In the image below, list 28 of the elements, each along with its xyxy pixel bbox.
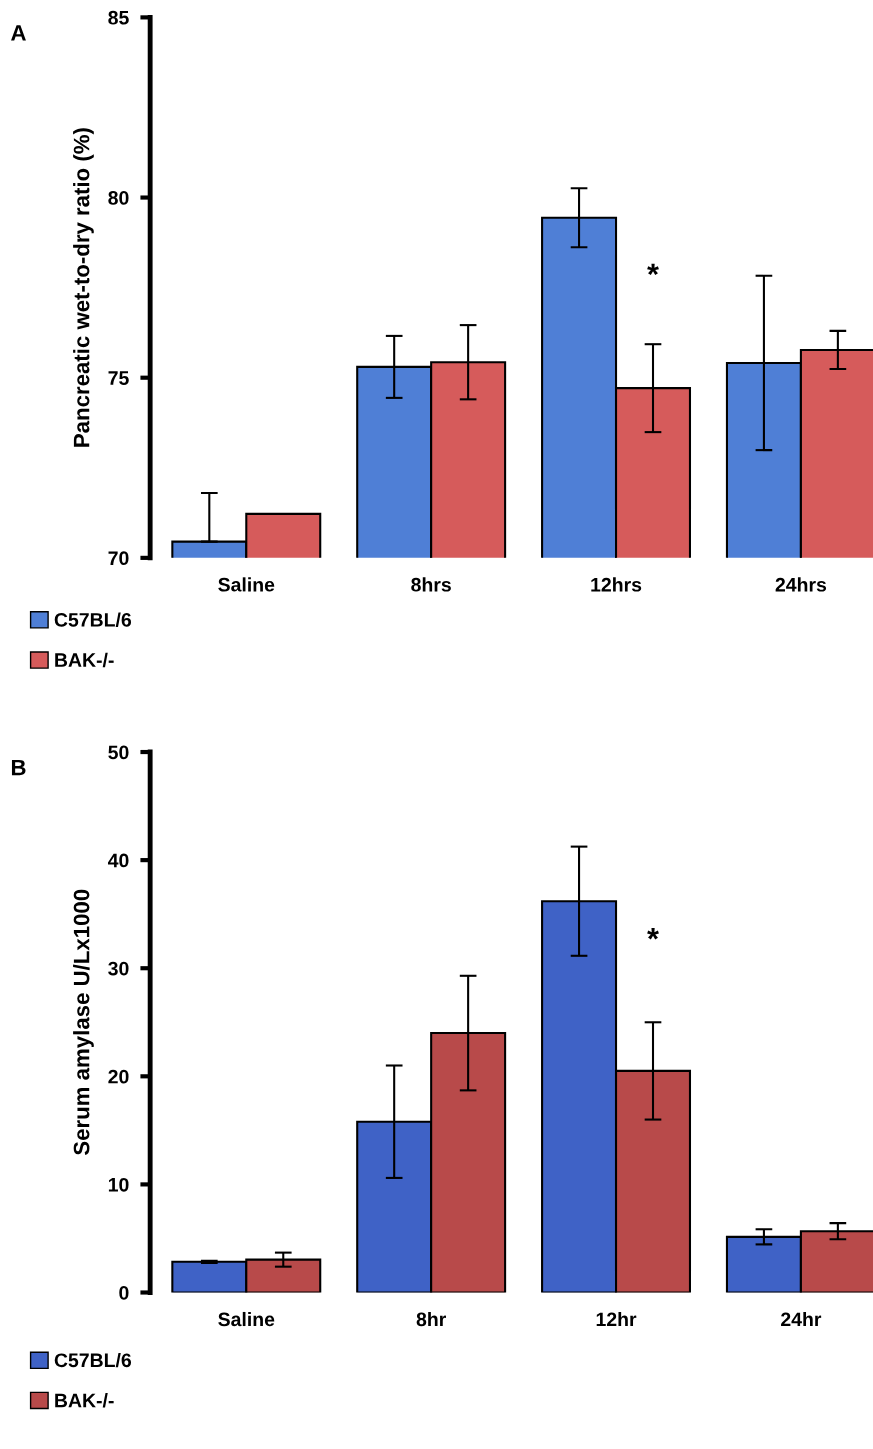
y-tick-label: 0	[119, 1285, 129, 1300]
x-tick-label: Saline	[218, 1311, 275, 1327]
legend-label: C57BL/6	[54, 612, 132, 627]
text: A	[11, 25, 26, 41]
y-axis-title: Pancreatic wet-to-dry ratio (%)	[73, 128, 94, 447]
y-tick-label: 40	[107, 853, 129, 868]
x-tick-label: 12hr	[596, 1311, 637, 1327]
x-tick-label: 24hrs	[775, 577, 827, 592]
y-tick-label: 10	[108, 1177, 129, 1192]
x-tick-label: 12hrs	[591, 577, 642, 592]
legend-label: BAK-/-	[55, 1393, 114, 1408]
y-tick-label: 80	[108, 191, 129, 205]
legend-label: C57BL/6	[54, 1352, 132, 1368]
annotation: *	[647, 928, 659, 940]
y-axis-title: Serum amylase U/Lx1000	[73, 889, 94, 1156]
annotation: *	[647, 263, 659, 276]
y-tick-label: 30	[108, 961, 129, 976]
y-tick-label: 20	[108, 1069, 129, 1084]
y-tick-label: 85	[108, 10, 129, 25]
y-tick-label: 75	[108, 371, 129, 385]
y-tick-label: 50	[108, 745, 129, 760]
text: B	[11, 759, 26, 776]
x-tick-label: 8hr	[416, 1311, 446, 1327]
x-tick-label: Saline	[218, 577, 275, 592]
legend-label: BAK-/-	[55, 652, 114, 668]
y-tick-label: 70	[108, 551, 129, 566]
x-tick-label: 8hrs	[411, 577, 451, 592]
x-tick-label: 24hr	[781, 1311, 822, 1327]
